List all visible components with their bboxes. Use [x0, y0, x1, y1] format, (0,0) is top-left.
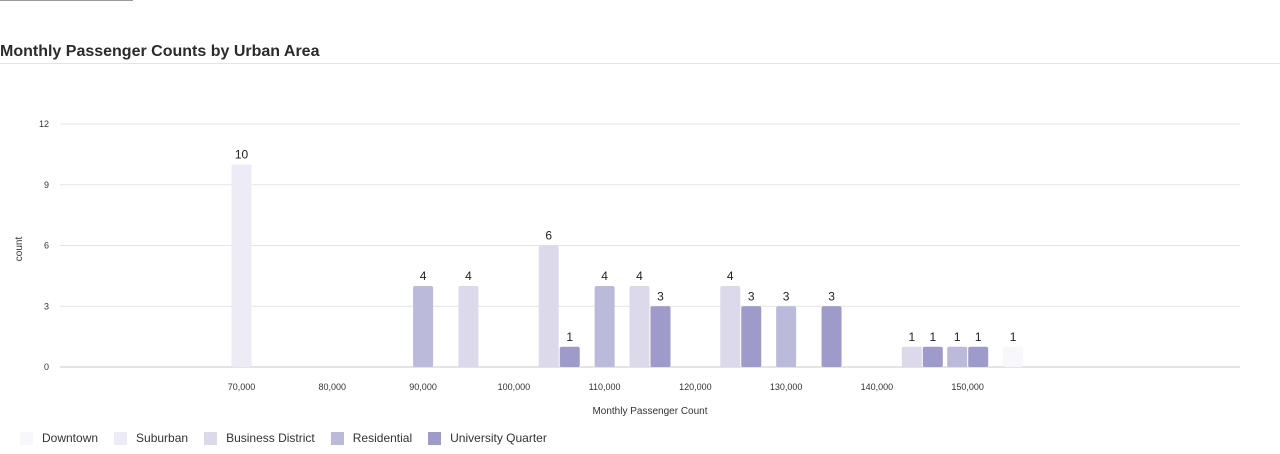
- bar-data-label: 3: [657, 289, 664, 303]
- legend-label: Business District: [226, 431, 315, 445]
- bar-data-label: 1: [566, 330, 573, 344]
- legend-item-downtown[interactable]: Downtown: [20, 431, 98, 445]
- y-tick-label: 3: [44, 301, 49, 311]
- legend-label: Downtown: [42, 431, 99, 445]
- bar-data-label: 4: [601, 269, 608, 283]
- bar-business-district: [458, 286, 479, 367]
- bar-university-quarter: [922, 346, 943, 367]
- legend-label: University Quarter: [450, 431, 547, 445]
- bar-data-label: 1: [954, 330, 961, 344]
- x-tick-label: 90,000: [409, 382, 437, 392]
- x-tick-label: 150,000: [951, 382, 984, 392]
- bar-university-quarter: [650, 306, 671, 367]
- bar-business-district: [901, 346, 922, 367]
- x-tick-label: 110,000: [589, 382, 621, 392]
- x-tick-label: 100,000: [498, 382, 531, 392]
- legend-item-university-quarter[interactable]: University Quarter: [428, 431, 547, 445]
- legend: Downtown Suburban Business District Residen…: [20, 431, 563, 445]
- bar-residential: [947, 346, 968, 367]
- bar-data-label: 4: [465, 269, 472, 283]
- legend-swatch: [204, 431, 218, 445]
- x-tick-label: 80,000: [319, 382, 347, 392]
- y-tick-label: 12: [39, 119, 49, 129]
- x-axis-ticks: 70,000 80,000 90,000 100,000 110,000 120,000 1…: [228, 382, 984, 392]
- x-tick-label: 140,000: [861, 382, 894, 392]
- y-tick-label: 6: [44, 241, 49, 251]
- bar-data-label: 4: [727, 269, 734, 283]
- bar-data-label: 1: [929, 330, 936, 344]
- bar-data-label: 10: [235, 148, 249, 162]
- y-axis-ticks: 0 3 6 9 12: [39, 119, 49, 372]
- x-tick-label: 120,000: [679, 382, 712, 392]
- bar-residential: [413, 286, 434, 367]
- y-tick-label: 0: [44, 362, 49, 372]
- bar-university-quarter: [559, 346, 580, 367]
- bar-business-district: [538, 245, 559, 367]
- y-tick-label: 9: [44, 180, 49, 190]
- x-axis-label: Monthly Passenger Count: [592, 406, 707, 417]
- bar-data-label: 4: [636, 269, 643, 283]
- legend-swatch: [330, 431, 344, 445]
- bar-data-label: 1: [908, 330, 915, 344]
- bar-residential: [594, 286, 615, 367]
- grid-lines: [60, 123, 1240, 368]
- legend-swatch: [428, 431, 442, 445]
- x-tick-label: 70,000: [228, 382, 256, 392]
- bar-data-label: 1: [975, 330, 982, 344]
- legend-swatch: [114, 431, 128, 445]
- bar-suburban: [231, 164, 252, 367]
- legend-item-suburban[interactable]: Suburban: [114, 431, 188, 445]
- legend-label: Suburban: [136, 431, 189, 445]
- bar-data-label: 3: [748, 289, 755, 303]
- legend-item-residential[interactable]: Residential: [330, 431, 413, 445]
- bar-downtown: [1003, 346, 1024, 367]
- bars: [231, 164, 1024, 367]
- chart-title: Monthly Passenger Counts by Urban Area: [0, 43, 320, 60]
- title-divider: [0, 63, 1280, 64]
- bar-business-district: [629, 286, 650, 367]
- top-tab-underline: [0, 0, 133, 1]
- bar-data-label: 3: [783, 289, 790, 303]
- legend-swatch: [20, 431, 33, 445]
- bar-data-label: 3: [828, 289, 835, 303]
- bar-residential: [776, 306, 797, 367]
- bar-university-quarter: [821, 306, 842, 367]
- legend-item-business-district[interactable]: Business District: [204, 431, 315, 445]
- bar-data-label: 4: [420, 269, 427, 283]
- bar-university-quarter: [968, 346, 989, 367]
- bar-business-district: [720, 286, 741, 367]
- legend-label: Residential: [352, 431, 413, 445]
- x-tick-label: 130,000: [770, 382, 803, 392]
- bar-university-quarter: [741, 306, 762, 367]
- bar-data-label: 6: [545, 229, 552, 243]
- y-axis-label: count: [14, 237, 25, 262]
- bar-data-label: 1: [1010, 330, 1017, 344]
